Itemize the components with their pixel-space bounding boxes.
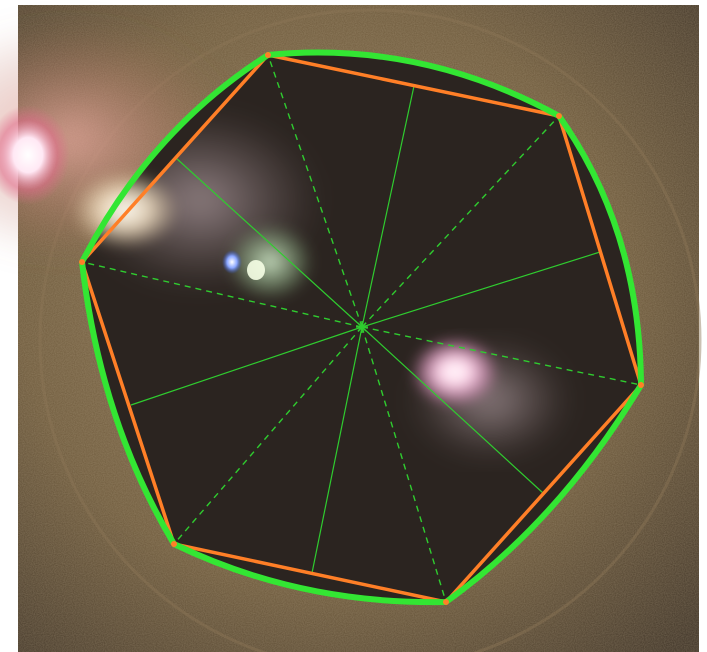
corner-rays [81, 54, 642, 603]
left-flare [0, 105, 70, 205]
center-point [356, 321, 368, 333]
bright-flare [70, 170, 180, 250]
edge-normals [130, 85, 601, 574]
pink-flare [410, 336, 500, 408]
vertex-markers [79, 52, 644, 605]
green-flare [225, 222, 315, 302]
